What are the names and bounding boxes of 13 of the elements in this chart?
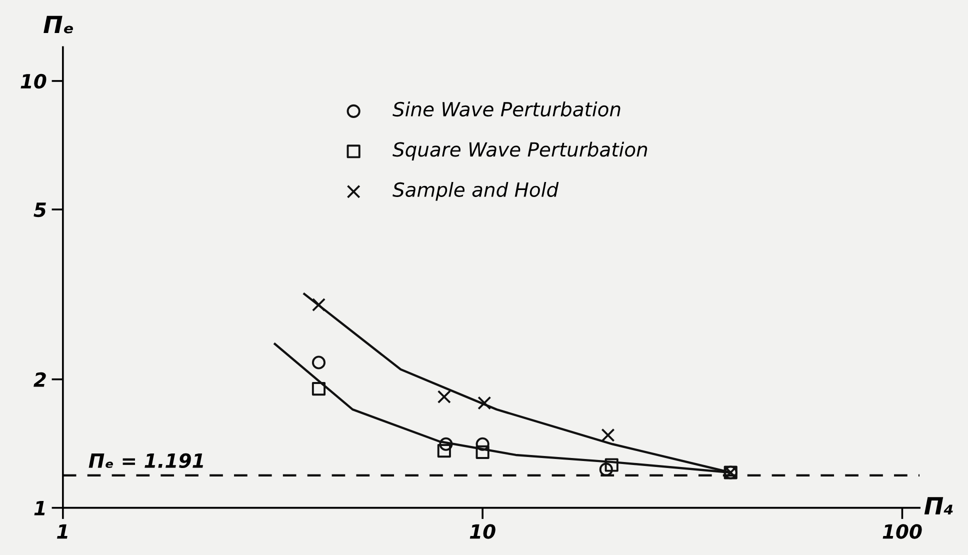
y-tick-label: 10 <box>20 74 46 89</box>
y-tick-label: 1 <box>34 501 45 516</box>
ref-line-label: Πₑ = 1.191 <box>88 453 204 468</box>
y-tick-label: 2 <box>34 372 46 387</box>
x-tick-label: 1 <box>56 524 68 539</box>
legend-label: Square Wave Perturbation <box>392 142 648 161</box>
y-tick-label: 5 <box>34 202 46 218</box>
y-axis-title: Πₑ <box>44 16 73 34</box>
x-axis-title: Π₄ <box>924 497 953 514</box>
legend-label: Sine Wave Perturbation <box>392 102 620 117</box>
legend-label: Sample and Hold <box>392 182 559 201</box>
x-tick-label: 100 <box>882 524 922 539</box>
x-tick-label: 10 <box>470 524 496 539</box>
